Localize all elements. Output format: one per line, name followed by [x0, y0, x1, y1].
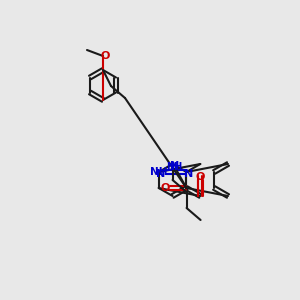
Text: O: O	[161, 183, 170, 193]
Text: NH: NH	[166, 162, 183, 172]
Text: N: N	[170, 161, 179, 171]
Text: N: N	[156, 169, 165, 179]
Text: N: N	[184, 169, 193, 179]
Text: O: O	[100, 51, 110, 61]
Text: O: O	[196, 172, 205, 182]
Text: NH: NH	[150, 167, 167, 177]
